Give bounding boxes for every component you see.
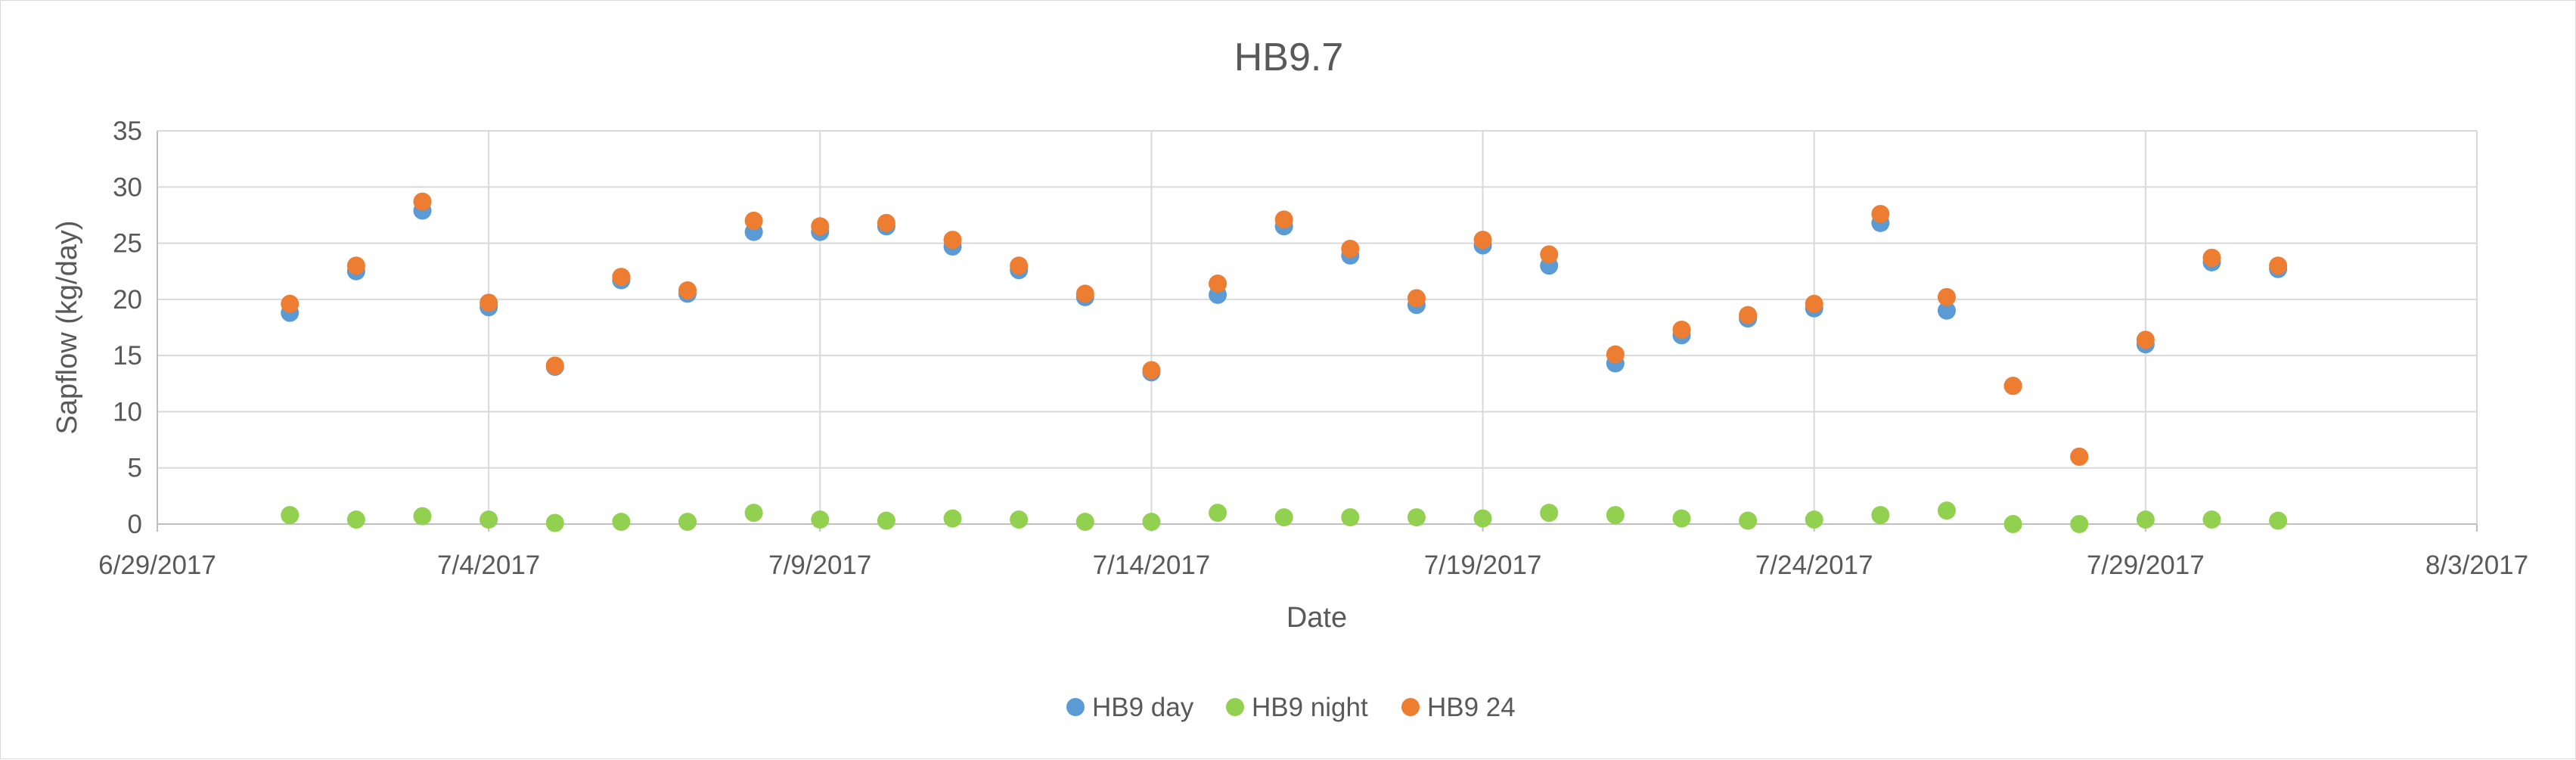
point-hb9-24 [1274,210,1293,229]
legend-marker-hb9-night [1226,698,1244,716]
point-hb9-night [1540,504,1559,523]
x-tick-label: 7/4/2017 [437,551,540,580]
chart-title: HB9.7 [1234,36,1344,79]
point-hb9-night [877,511,895,530]
legend-label-hb9-24: HB9 24 [1427,693,1516,722]
point-hb9-night [811,510,830,529]
point-hb9-night [1209,504,1227,523]
point-hb9-24 [2269,256,2288,275]
point-hb9-24 [1010,256,1029,275]
point-hb9-24 [1871,204,1890,223]
point-hb9-night [413,507,432,526]
point-hb9-24 [1341,240,1360,258]
point-hb9-24 [1075,284,1094,303]
point-hb9-24 [346,256,365,275]
point-hb9-24 [2070,447,2089,466]
point-hb9-24 [1606,345,1625,364]
point-hb9-night [2070,515,2089,533]
x-tick-label: 7/14/2017 [1093,551,1211,580]
point-hb9-24 [1142,361,1161,380]
y-tick-label: 25 [113,229,142,259]
x-axis-label: Date [1286,602,1347,634]
y-tick-label: 35 [113,116,142,146]
point-hb9-night [1672,509,1691,528]
y-tick-label: 30 [113,172,142,202]
legend-label-hb9-night: HB9 night [1252,693,1368,722]
point-hb9-night [1937,501,1956,520]
point-hb9-24 [811,217,830,236]
legend-marker-hb9-24 [1401,698,1420,716]
point-hb9-24 [612,268,631,287]
point-hb9-night [1805,510,1823,529]
point-hb9-24 [2003,377,2022,396]
y-axis-label: Sapflow (kg/day) [51,220,83,434]
point-hb9-night [545,513,564,532]
point-hb9-night [2269,511,2288,530]
point-hb9-24 [1937,287,1956,306]
point-hb9-night [1739,511,1758,530]
data-points [281,192,2288,533]
point-hb9-night [1142,513,1161,532]
point-hb9-24 [413,192,432,211]
point-hb9-24 [2202,248,2221,267]
point-hb9-night [1473,509,1492,528]
point-hb9-24 [480,293,498,312]
point-hb9-night [1274,508,1293,527]
x-tick-label: 6/29/2017 [98,551,216,580]
point-hb9-24 [877,213,895,232]
point-hb9-24 [1672,320,1691,339]
point-hb9-night [678,513,697,532]
y-tick-label: 5 [128,454,142,483]
point-hb9-night [2003,515,2022,533]
point-hb9-night [1010,510,1029,529]
point-hb9-24 [943,231,962,250]
point-hb9-night [2136,510,2155,529]
point-hb9-night [1871,506,1890,525]
point-hb9-day [1937,301,1956,320]
point-hb9-night [744,504,763,523]
point-hb9-24 [1209,275,1227,293]
point-hb9-24 [1473,231,1492,250]
point-hb9-night [943,509,962,528]
x-tick-label: 8/3/2017 [2425,551,2528,580]
x-axis-ticks: 6/29/2017 7/4/2017 7/9/2017 7/14/2017 7/19/2… [98,551,2528,580]
point-hb9-24 [1407,289,1426,308]
point-hb9-night [1075,513,1094,532]
legend-label-hb9-day: HB9 day [1092,693,1194,722]
y-tick-label: 20 [113,285,142,315]
point-hb9-24 [2136,330,2155,349]
point-hb9-night [281,506,299,525]
point-hb9-24 [1739,306,1758,324]
x-tick-label: 7/24/2017 [1755,551,1873,580]
x-tick-label: 7/19/2017 [1424,551,1542,580]
gridlines [157,130,2478,532]
point-hb9-24 [281,294,299,313]
x-tick-label: 7/9/2017 [768,551,871,580]
y-tick-label: 0 [128,510,142,539]
y-tick-label: 10 [113,397,142,427]
legend-marker-hb9-day [1066,698,1085,716]
point-hb9-night [1341,508,1360,527]
point-hb9-24 [1540,245,1559,264]
point-hb9-night [480,510,498,529]
x-tick-label: 7/29/2017 [2087,551,2205,580]
point-hb9-24 [545,356,564,375]
point-hb9-24 [678,281,697,299]
point-hb9-night [612,513,631,532]
point-hb9-night [1606,506,1625,525]
y-axis-ticks: 0 5 10 15 20 25 30 35 [113,116,142,539]
point-hb9-24 [1805,294,1823,313]
y-tick-label: 15 [113,341,142,371]
point-hb9-night [1407,508,1426,527]
point-hb9-24 [744,211,763,230]
point-hb9-night [2202,510,2221,529]
legend: HB9 day HB9 night HB9 24 [1066,693,1516,722]
point-hb9-night [346,510,365,529]
